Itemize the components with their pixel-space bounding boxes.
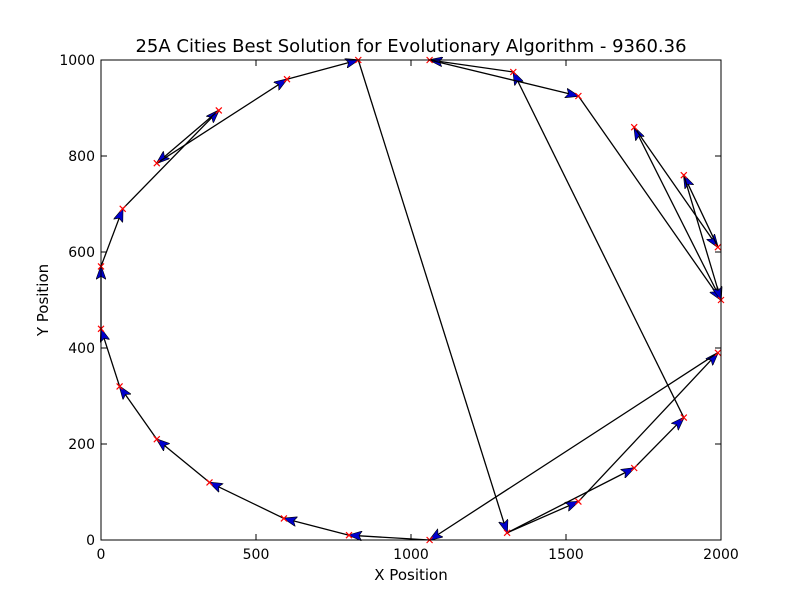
tour-segment: [430, 60, 514, 73]
tour-segment: [357, 59, 507, 533]
tour-segment: [684, 175, 719, 248]
tour-segment: [122, 110, 219, 210]
city-point: [509, 68, 517, 76]
tour-segment: [101, 329, 121, 387]
city-point: [574, 498, 582, 506]
axis-ticks: 0 500 1000 1500 2000 0 200 400 600 800 1000: [59, 53, 738, 563]
tour-segment: [100, 209, 123, 267]
tour-segment: [633, 418, 684, 469]
x-tick-label: 500: [243, 547, 270, 563]
city-point: [714, 349, 722, 357]
tour-segment: [120, 386, 158, 440]
city-point: [280, 514, 288, 522]
y-tick-label: 0: [86, 533, 95, 549]
city-point: [680, 171, 688, 179]
x-tick-label: 1500: [548, 547, 584, 563]
tour-segment: [284, 518, 350, 536]
x-tick-label: 2000: [703, 547, 739, 563]
y-tick-label: 600: [68, 245, 95, 261]
city-point: [714, 243, 722, 251]
city-point: [345, 531, 353, 539]
city-point: [680, 414, 688, 422]
x-axis-label: X Position: [374, 566, 447, 584]
y-tick-label: 800: [68, 149, 95, 165]
city-point: [206, 478, 213, 486]
tour-segment: [577, 95, 721, 300]
city-point: [503, 529, 511, 537]
tour-segment: [633, 126, 718, 247]
y-tick-label: 400: [68, 341, 95, 357]
x-tick-label: 0: [97, 547, 106, 563]
tour-segment: [156, 79, 287, 164]
y-tick-label: 200: [68, 437, 95, 453]
city-point: [630, 464, 638, 472]
tour-segment: [506, 502, 578, 534]
city-point: [119, 205, 127, 213]
tour-segment: [286, 60, 358, 80]
city-point: [630, 123, 638, 131]
tour-segment: [157, 109, 220, 163]
city-point: [153, 435, 161, 443]
tour-segment: [634, 127, 722, 301]
tour-segment: [506, 468, 634, 534]
city-point: [283, 75, 291, 83]
tour-segment: [210, 482, 285, 519]
tour-segment: [683, 175, 721, 300]
y-tick-label: 1000: [59, 53, 95, 69]
tour-segment: [157, 439, 210, 483]
plot-area: [98, 57, 725, 544]
y-axis-label: Y Position: [34, 264, 52, 337]
tour-segment: [513, 72, 685, 418]
tour-segment: [577, 353, 718, 503]
tour-segment: [430, 352, 719, 540]
city-point: [153, 159, 161, 167]
city-point: [574, 92, 582, 100]
tour-segment: [349, 535, 430, 540]
city-point: [215, 106, 223, 114]
tour-segment: [429, 59, 579, 96]
x-tick-label: 1000: [393, 547, 429, 563]
chart-title: 25A Cities Best Solution for Evolutionar…: [135, 36, 686, 57]
city-point: [116, 382, 124, 390]
